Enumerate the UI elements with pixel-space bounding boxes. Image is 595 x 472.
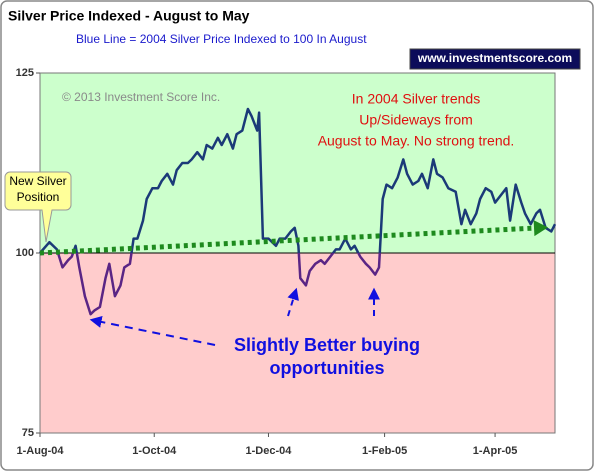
- website-box: [409, 48, 581, 70]
- annotation-arrow: [287, 287, 299, 317]
- buying-note: opportunities: [270, 358, 385, 378]
- callout-text: New Silver: [9, 174, 66, 188]
- subtitle: Blue Line = 2004 Silver Price Indexed to…: [76, 32, 367, 46]
- y-tick-label: 100: [16, 247, 34, 259]
- y-tick-label: 125: [16, 67, 34, 79]
- x-tick-label: 1-Dec-04: [246, 445, 293, 457]
- copyright: © 2013 Investment Score Inc.: [62, 90, 220, 104]
- buying-note: Slightly Better buying: [234, 335, 420, 355]
- trend-line: [39, 225, 541, 256]
- x-tick-label: 1-Apr-05: [473, 445, 518, 457]
- plot-area: 75 100 125 1-Aug-04 1-Oct-04 1-Dec-04 1-Feb-05…: [16, 67, 557, 457]
- website: www.investmentscore.com: [417, 51, 572, 65]
- note-line: In 2004 Silver trends: [352, 91, 480, 107]
- callout-text: Position: [17, 190, 60, 204]
- lower-band: [40, 253, 555, 433]
- y-tick-label: 75: [22, 427, 34, 439]
- x-tick-label: 1-Aug-04: [16, 445, 64, 457]
- trend-arrowhead: [533, 220, 549, 237]
- x-tick-label: 1-Feb-05: [362, 445, 407, 457]
- note-line: August to May. No strong trend.: [318, 133, 515, 149]
- note-line: Up/Sideways from: [359, 112, 473, 128]
- price-line: [39, 107, 557, 316]
- callout-box: [4, 171, 72, 243]
- x-tick-label: 1-Oct-04: [132, 445, 177, 457]
- chart-title: Silver Price Indexed - August to May: [8, 8, 250, 24]
- annotation-arrow: [89, 316, 216, 346]
